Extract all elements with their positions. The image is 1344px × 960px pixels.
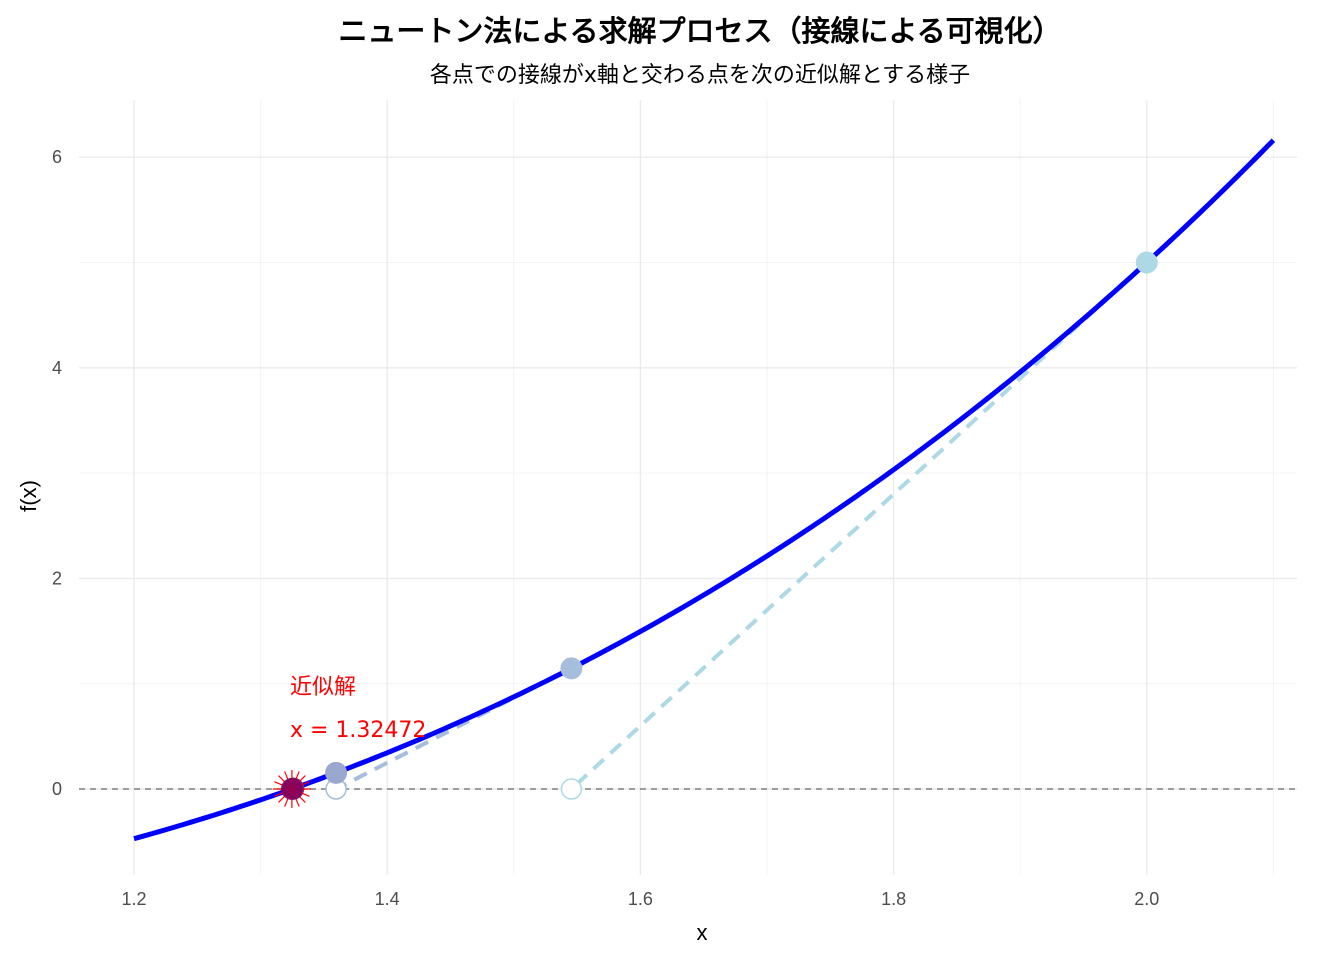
annotation: 近似解 x = 1.32472 xyxy=(290,675,426,743)
tangent-line xyxy=(570,261,1149,791)
x-intercept-point xyxy=(560,778,583,800)
x-tick-label: 1.4 xyxy=(375,889,400,909)
x-tick-label: 1.8 xyxy=(881,889,906,909)
x-tick-label: 1.2 xyxy=(121,889,146,909)
grid xyxy=(79,100,1297,875)
y-axis-label: f(x) xyxy=(16,480,41,512)
axes: 1.2 1.4 1.6 1.8 2.0 0 2 4 6 xyxy=(52,147,1159,909)
iteration-point xyxy=(1135,251,1158,274)
annotation-label: 近似解 xyxy=(290,675,356,700)
annotation-value: x = 1.32472 xyxy=(290,718,426,743)
iteration-points xyxy=(272,251,1158,808)
tangent-line xyxy=(335,666,573,791)
function-curve-line xyxy=(133,138,1276,842)
iteration-point xyxy=(325,761,348,784)
function-curve xyxy=(133,138,1276,842)
y-tick-label: 0 xyxy=(52,779,62,799)
chart-title: ニュートン法による求解プロセス（接線による可視化） xyxy=(338,14,1061,48)
x-axis-label: x xyxy=(697,920,708,945)
y-tick-label: 4 xyxy=(52,358,62,378)
root-point xyxy=(280,778,303,800)
tangent-lines xyxy=(292,261,1149,791)
iteration-point xyxy=(560,657,583,680)
x-tick-label: 1.6 xyxy=(628,889,653,909)
chart-subtitle: 各点での接線がx軸と交わる点を次の近似解とする様子 xyxy=(430,63,970,88)
y-tick-label: 6 xyxy=(52,147,62,167)
x-tick-label: 2.0 xyxy=(1134,889,1159,909)
y-tick-label: 2 xyxy=(52,568,62,588)
